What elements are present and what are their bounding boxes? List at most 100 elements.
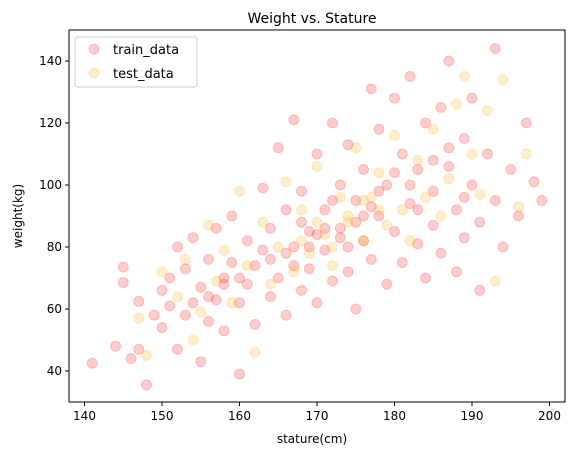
train-data-point xyxy=(226,257,238,268)
test-data-point xyxy=(203,219,214,231)
test-data-point xyxy=(435,210,447,222)
train-data-point xyxy=(187,297,199,309)
y-tick-label: 40 xyxy=(47,364,62,378)
train-data-point xyxy=(373,123,385,135)
test-data-point xyxy=(350,142,362,154)
x-tick-label: 190 xyxy=(461,409,484,423)
train-data-point xyxy=(265,291,276,303)
train-data-point xyxy=(474,216,486,228)
train-data-point xyxy=(404,198,416,210)
train-data-point xyxy=(536,195,548,206)
train-data-point xyxy=(319,244,331,256)
test-data-point xyxy=(141,350,152,361)
test-data-point xyxy=(420,191,431,203)
train-data-point xyxy=(334,179,346,191)
x-tick-label: 170 xyxy=(306,409,329,423)
test-data-point xyxy=(241,260,253,272)
train-data-point xyxy=(396,257,408,268)
train-data-point xyxy=(110,340,121,352)
train-data-point xyxy=(303,263,315,275)
test-data-point xyxy=(234,185,245,197)
train-data-point xyxy=(319,222,331,234)
test-data-point xyxy=(280,176,292,188)
train-data-point xyxy=(350,195,362,206)
test-data-point xyxy=(427,123,439,135)
train-data-point xyxy=(86,357,98,369)
train-data-point xyxy=(420,272,431,284)
y-axis-label: weight(kg) xyxy=(11,184,25,248)
legend-marker-test xyxy=(88,67,100,79)
test-data-point xyxy=(404,235,416,247)
test-data-point xyxy=(156,266,168,278)
train-data-point xyxy=(412,204,424,216)
test-data-point xyxy=(311,160,323,172)
test-data-point xyxy=(474,188,486,200)
test-data-point xyxy=(389,129,400,141)
y-tick-label: 140 xyxy=(39,54,62,68)
train-data-point xyxy=(156,322,168,334)
train-data-point xyxy=(303,226,315,237)
train-data-point xyxy=(203,253,214,265)
train-data-point xyxy=(311,229,323,241)
train-data-point xyxy=(358,210,369,222)
test-data-point xyxy=(396,204,408,216)
test-data-point xyxy=(358,195,369,206)
train-data-point xyxy=(528,176,540,188)
train-data-point xyxy=(412,238,424,250)
test-data-point xyxy=(303,247,315,259)
y-tick-label: 100 xyxy=(39,178,62,192)
train-data-point xyxy=(234,368,245,380)
x-axis-ticks: 140 150 160 170 180 190 200 xyxy=(73,402,561,423)
x-tick-label: 180 xyxy=(383,409,406,423)
train-data-point xyxy=(327,195,338,206)
train-data-point xyxy=(427,154,439,166)
train-data-point xyxy=(451,266,462,278)
train-data-point xyxy=(257,182,269,194)
test-data-point xyxy=(265,278,276,290)
train-data-point xyxy=(272,142,284,154)
test-data-point xyxy=(443,173,455,185)
train-data-point xyxy=(179,309,191,321)
train-data-point xyxy=(350,216,362,228)
test-data-point xyxy=(342,216,354,228)
train-data-point xyxy=(172,241,183,253)
test-data-point xyxy=(334,191,346,203)
train-data-point xyxy=(458,232,470,244)
test-data-point xyxy=(272,241,284,253)
train-data-point xyxy=(257,244,269,256)
train-data-point xyxy=(404,179,416,191)
x-tick-label: 140 xyxy=(73,409,96,423)
train-data-point xyxy=(303,241,315,253)
train-data-point xyxy=(272,272,284,284)
train-data-point xyxy=(148,309,160,321)
train-data-point xyxy=(311,148,323,160)
legend-label-test: test_data xyxy=(113,67,174,82)
train-data-point xyxy=(234,297,245,309)
train-data-point xyxy=(373,185,385,197)
test-data-point xyxy=(373,204,385,216)
train-data-point xyxy=(195,356,207,368)
x-tick-label: 160 xyxy=(228,409,251,423)
train-data-point xyxy=(311,297,323,309)
train-data-point xyxy=(133,343,145,355)
test-data-point xyxy=(296,235,307,247)
train-data-point xyxy=(226,210,238,222)
test-data-point xyxy=(226,297,238,309)
train-data-point xyxy=(389,92,400,104)
legend-box xyxy=(74,36,198,88)
train-data-point xyxy=(241,278,253,290)
train-data-point xyxy=(334,232,346,244)
train-data-point xyxy=(125,353,137,365)
train-data-point xyxy=(389,167,400,179)
test-data-point xyxy=(179,253,191,265)
test-data-point xyxy=(172,291,183,303)
train-data-point xyxy=(117,261,129,273)
test-data-point xyxy=(257,216,269,228)
train-data-point xyxy=(265,253,276,265)
train-data-point xyxy=(195,281,207,293)
chart-title: Weight vs. Stature xyxy=(247,11,376,27)
x-tick-label: 200 xyxy=(538,409,561,423)
test-data-point xyxy=(412,154,424,166)
train-data-point xyxy=(334,222,346,234)
train-data-point xyxy=(358,235,369,247)
